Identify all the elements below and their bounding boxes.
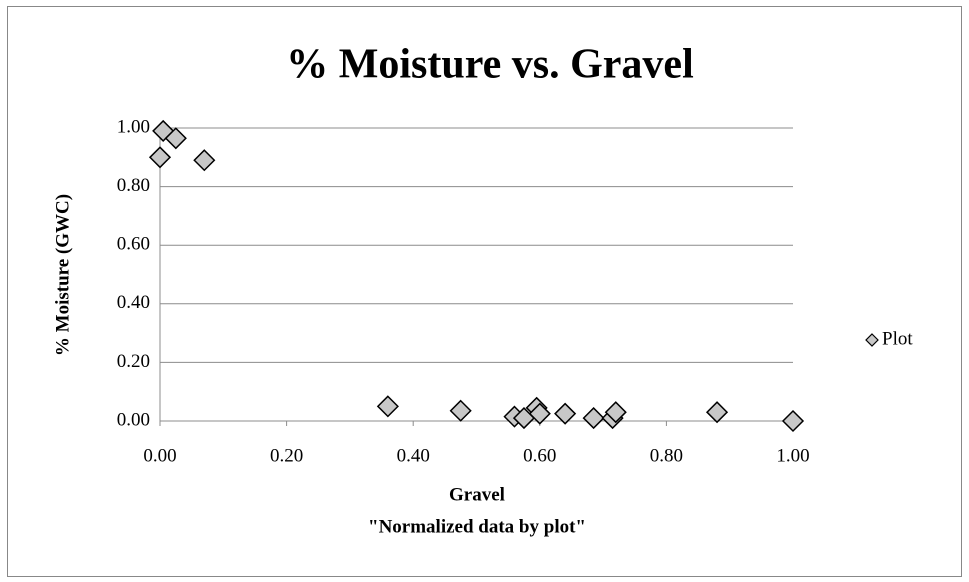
point [148,146,172,169]
point [528,402,551,425]
chart-title: % Moisture vs. Gravel [286,42,694,88]
x-tick-label: 1.00 [776,445,809,466]
y-tick-label: 0.40 [117,292,150,313]
x-tick-label: 0.40 [397,445,430,466]
x-axis-title: Gravel [449,484,505,505]
point [705,401,729,424]
y-tick-label: 0.60 [117,234,150,255]
point [582,407,605,430]
x-tick-label: 0.60 [523,445,556,466]
x-tick-label: 0.20 [270,445,303,466]
x-tick-label: 0.80 [650,445,683,466]
legend-marker [865,333,879,347]
point [449,399,472,422]
y-tick-label: 1.00 [117,116,150,137]
point [164,127,187,150]
chart-border [7,6,962,577]
y-tick-label: 0.00 [117,409,150,430]
point [554,402,577,425]
y-tick-label: 0.80 [117,175,150,196]
point [376,395,399,418]
point [193,149,216,172]
x-tick-label: 0.00 [143,445,176,466]
x-axis-subtitle: "Normalized data by plot" [368,516,586,537]
point [604,401,627,424]
y-tick-label: 0.20 [117,351,150,372]
point [781,409,805,433]
y-axis-title: % Moisture (GWC) [52,194,73,356]
legend-label: Plot [882,328,913,349]
